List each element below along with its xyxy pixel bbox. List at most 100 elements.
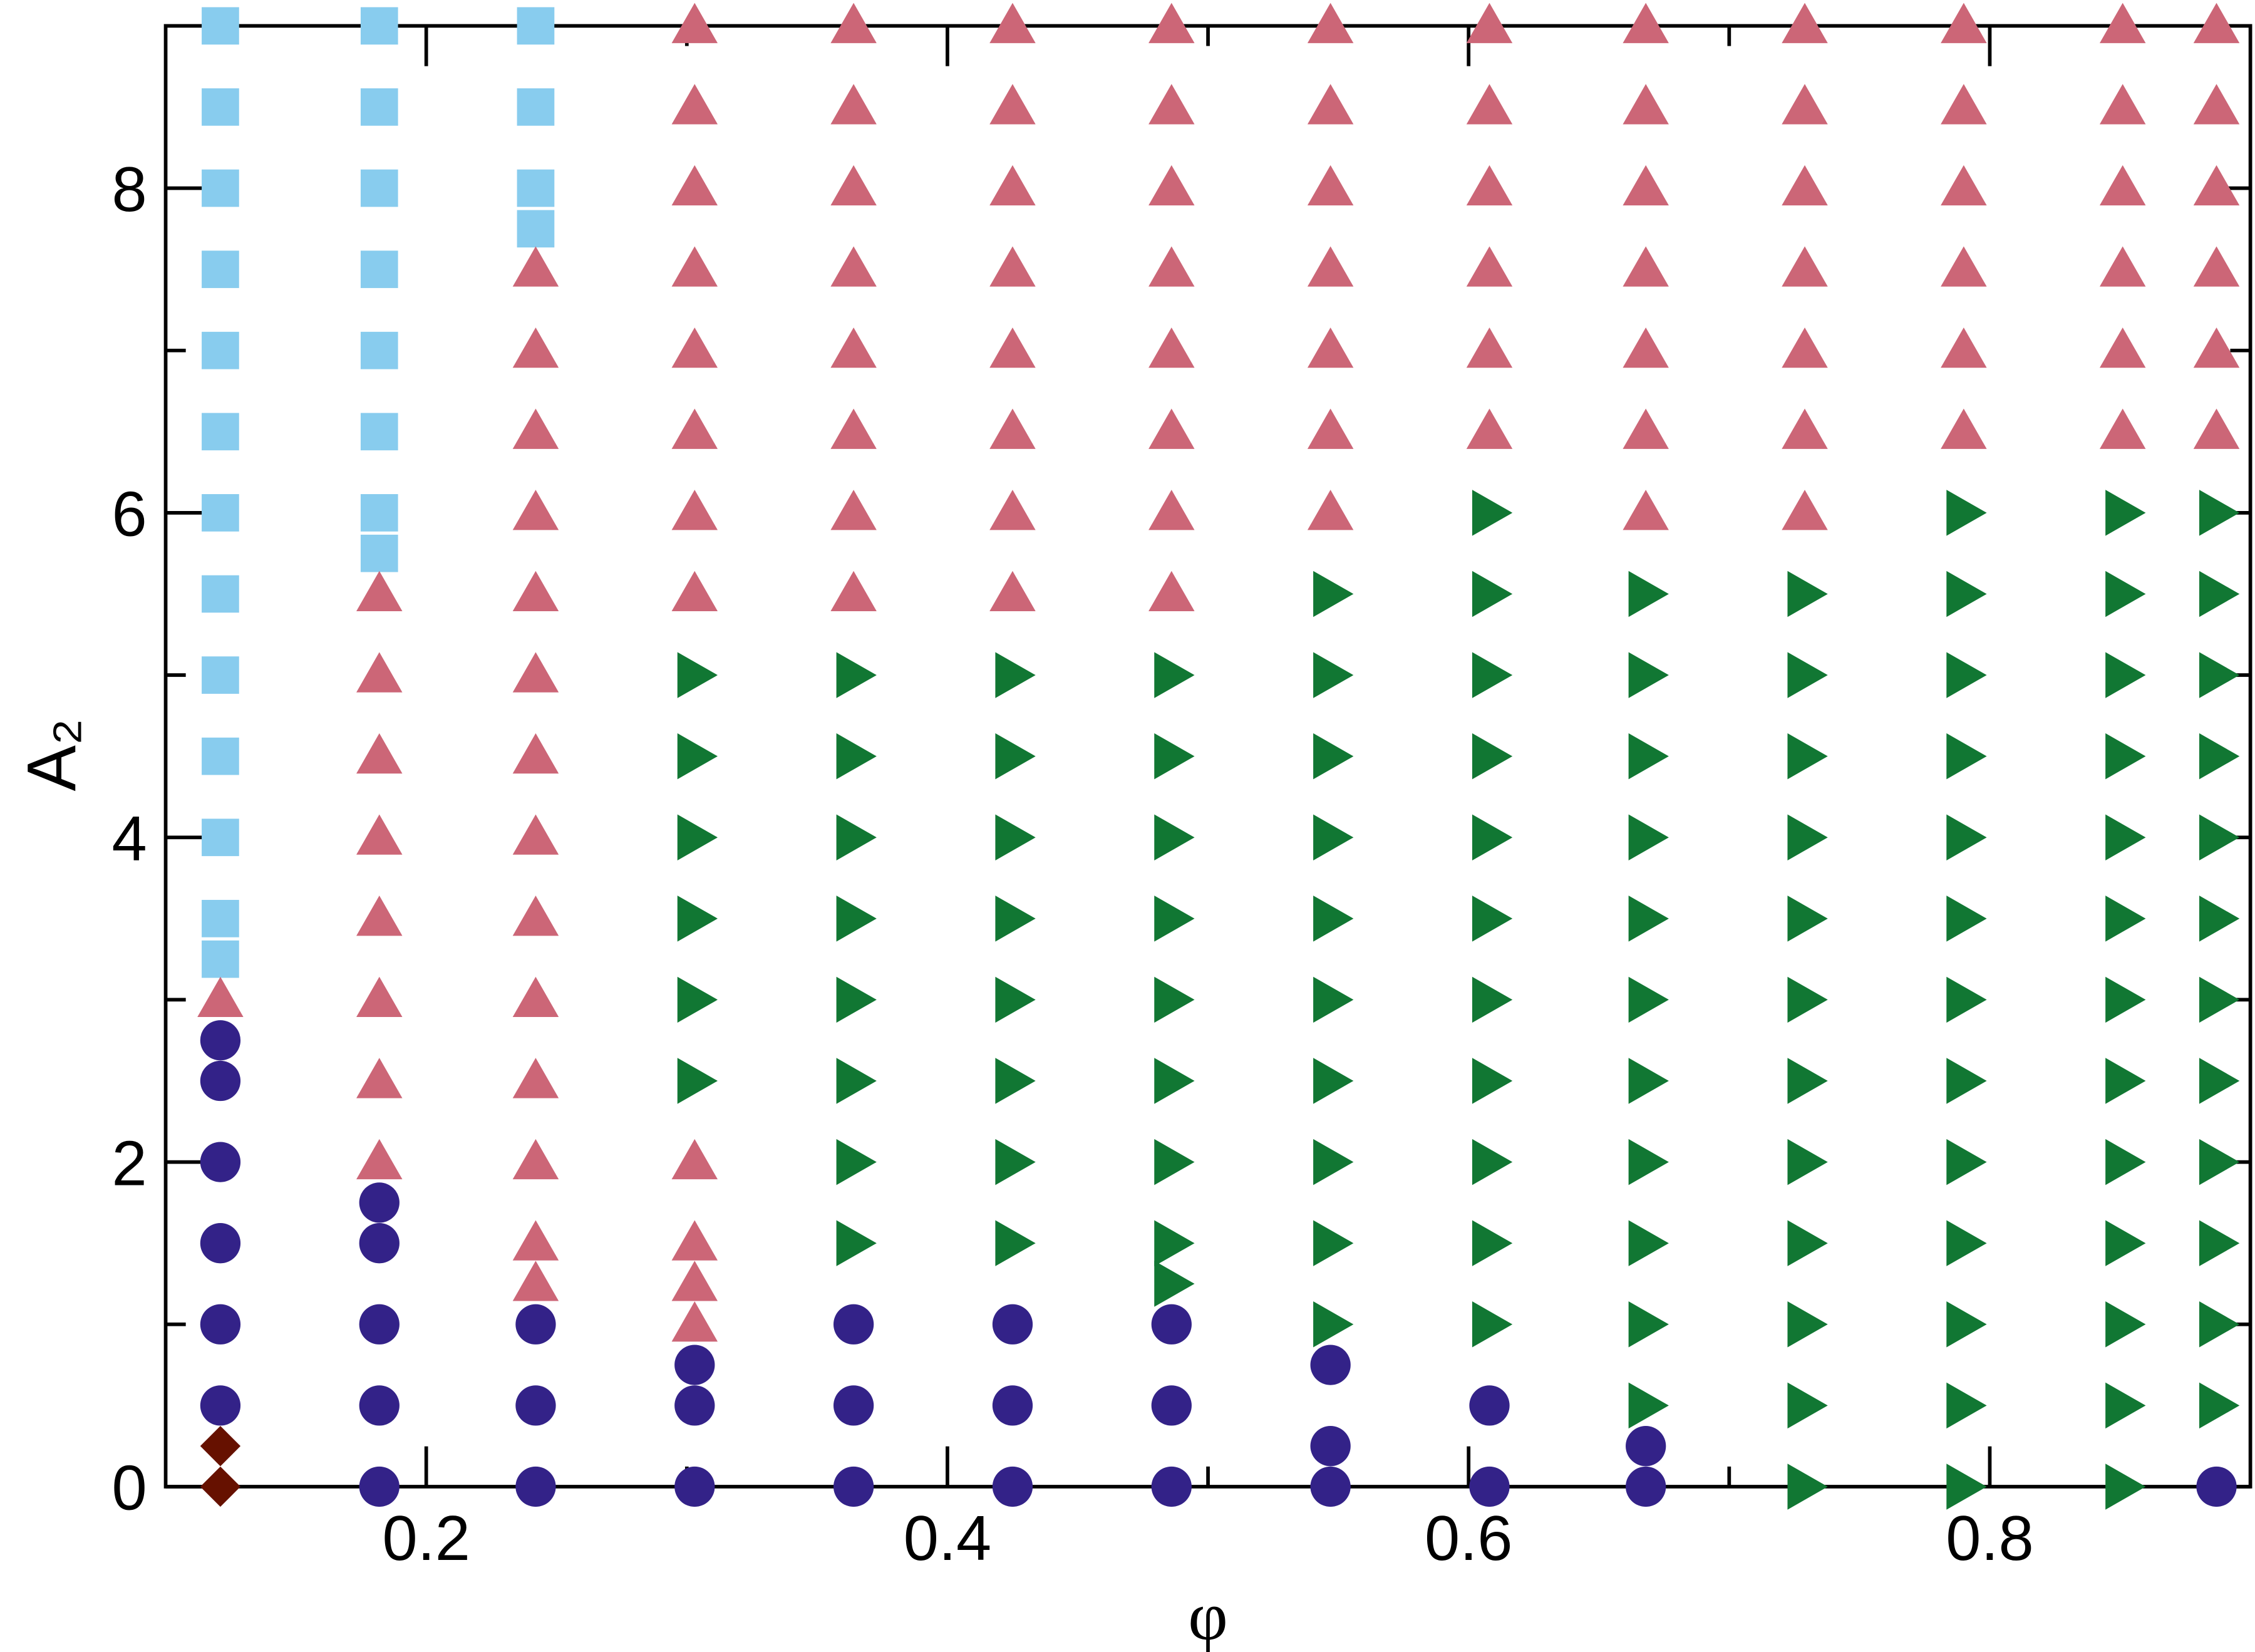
square-marker: [360, 7, 398, 45]
triangle-right-marker: [2105, 896, 2146, 942]
triangle-right-marker: [2105, 1138, 2146, 1185]
triangle-right-marker: [2199, 1382, 2240, 1429]
triangle-up-marker: [356, 976, 403, 1017]
triangle-up-marker: [1466, 165, 1513, 206]
triangle-up-marker: [2193, 327, 2240, 368]
triangle-up-marker: [1623, 84, 1669, 125]
triangle-right-marker: [677, 896, 718, 942]
triangle-right-marker: [836, 814, 877, 860]
circle-marker: [833, 1466, 874, 1507]
plot-frame: [163, 24, 2252, 1489]
triangle-right-marker: [677, 1058, 718, 1104]
triangle-up-marker: [512, 490, 559, 530]
x-tick-label: 0.8: [1946, 1504, 2033, 1574]
triangle-up-marker: [2193, 84, 2240, 125]
triangle-up-marker: [512, 408, 559, 449]
triangle-up-marker: [830, 165, 877, 206]
circle-marker: [674, 1385, 715, 1426]
triangle-right-marker: [1313, 652, 1354, 698]
triangle-right-marker: [1628, 652, 1669, 698]
triangle-right-marker: [2105, 814, 2146, 860]
triangle-up-marker: [1307, 246, 1354, 287]
triangle-up-marker: [671, 327, 718, 368]
triangle-up-marker: [1466, 327, 1513, 368]
triangle-right-marker: [1313, 570, 1354, 617]
triangle-right-marker: [1472, 976, 1513, 1023]
triangle-right-marker: [1472, 1058, 1513, 1104]
triangle-right-marker: [995, 896, 1036, 942]
triangle-up-marker: [1941, 408, 1987, 449]
triangle-up-marker: [830, 327, 877, 368]
triangle-up-marker: [512, 733, 559, 774]
circle-marker: [200, 1142, 241, 1182]
triangle-right-marker: [2199, 976, 2240, 1023]
circle-marker: [1151, 1385, 1192, 1426]
circle-marker: [359, 1304, 400, 1345]
triangle-right-marker: [1946, 1220, 1987, 1266]
circle-marker: [992, 1385, 1033, 1426]
x-axis-label: φ: [1188, 1577, 1228, 1652]
triangle-right-marker: [2105, 1220, 2146, 1266]
triangle-up-marker: [1148, 327, 1195, 368]
triangle-right-marker: [1628, 1058, 1669, 1104]
diamond-marker: [200, 1426, 241, 1467]
triangle-right-marker: [1628, 1382, 1669, 1429]
triangle-up-marker: [989, 246, 1036, 287]
square-marker: [517, 7, 555, 45]
triangle-up-marker: [1623, 3, 1669, 43]
triangle-up-marker: [1941, 246, 1987, 287]
circle-marker: [674, 1466, 715, 1507]
triangle-right-marker: [1946, 896, 1987, 942]
triangle-right-marker: [995, 652, 1036, 698]
circle-marker: [833, 1385, 874, 1426]
triangle-up-marker: [2099, 84, 2146, 125]
triangle-up-marker: [1941, 3, 1987, 43]
triangle-up-marker: [512, 570, 559, 612]
triangle-right-marker: [1787, 896, 1828, 942]
triangle-up-marker: [989, 570, 1036, 612]
triangle-right-marker: [1946, 490, 1987, 536]
square-marker: [360, 534, 398, 572]
triangle-up-marker: [1307, 165, 1354, 206]
circle-marker: [1626, 1426, 1666, 1467]
triangle-right-marker: [1472, 652, 1513, 698]
triangle-right-marker: [2105, 1058, 2146, 1104]
triangle-right-marker: [2199, 1138, 2240, 1185]
triangle-right-marker: [2199, 896, 2240, 942]
triangle-right-marker: [1946, 1464, 1987, 1510]
triangle-up-marker: [356, 733, 403, 774]
triangle-right-marker: [1313, 733, 1354, 780]
triangle-up-marker: [2099, 246, 2146, 287]
triangle-up-marker: [830, 408, 877, 449]
triangle-right-marker: [2199, 652, 2240, 698]
triangle-up-marker: [1941, 84, 1987, 125]
triangle-up-marker: [197, 976, 244, 1017]
circle-marker: [992, 1304, 1033, 1345]
triangle-up-marker: [671, 490, 718, 530]
triangle-right-marker: [2199, 490, 2240, 536]
triangle-right-marker: [1313, 896, 1354, 942]
triangle-right-marker: [1787, 814, 1828, 860]
triangle-up-marker: [1148, 165, 1195, 206]
square-marker: [202, 7, 239, 45]
square-marker: [517, 88, 555, 126]
circle-marker: [1626, 1466, 1666, 1507]
triangle-right-marker: [1628, 976, 1669, 1023]
triangle-up-marker: [1782, 490, 1828, 530]
y-tick-label: 0: [112, 1453, 147, 1524]
triangle-right-marker: [836, 896, 877, 942]
triangle-right-marker: [995, 1220, 1036, 1266]
triangle-right-marker: [1787, 1382, 1828, 1429]
triangle-up-marker: [512, 652, 559, 693]
triangle-up-marker: [1623, 408, 1669, 449]
triangle-right-marker: [1946, 733, 1987, 780]
triangle-up-marker: [830, 3, 877, 43]
square-marker: [202, 737, 239, 775]
triangle-right-marker: [2105, 1464, 2146, 1510]
triangle-right-marker: [1472, 490, 1513, 536]
square-marker: [360, 250, 398, 288]
triangle-up-marker: [830, 246, 877, 287]
circle-marker: [1310, 1426, 1351, 1467]
triangle-right-marker: [1313, 976, 1354, 1023]
